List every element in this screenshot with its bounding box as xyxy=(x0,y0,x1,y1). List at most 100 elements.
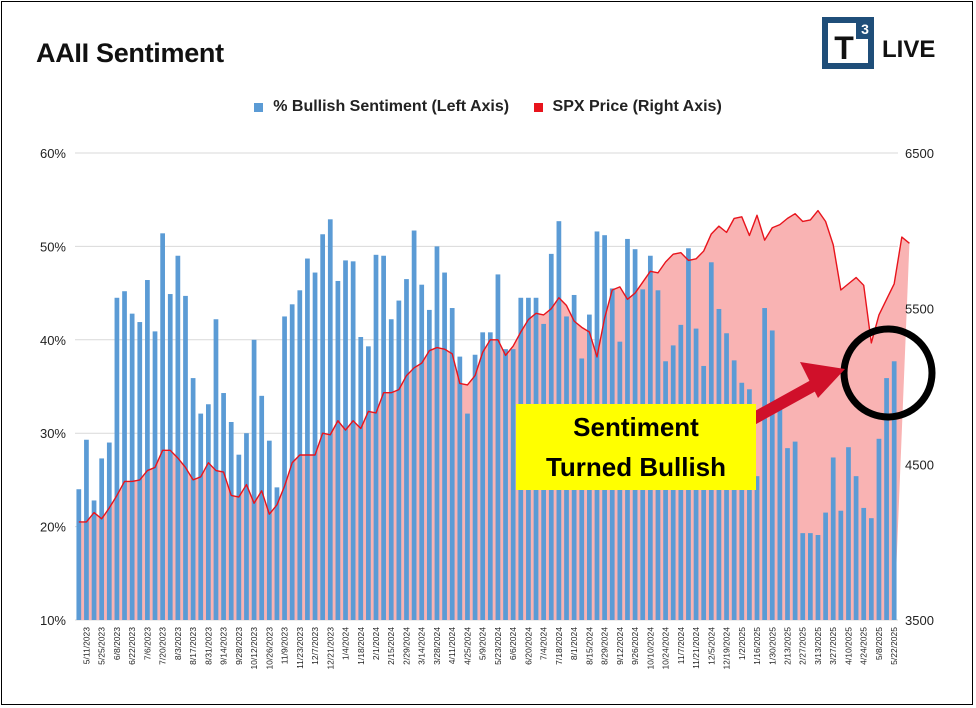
x-axis-tick: 9/14/2023 xyxy=(219,627,229,665)
x-axis-tick: 10/26/2023 xyxy=(264,627,274,670)
bullish-bar xyxy=(76,489,82,620)
bullish-bar xyxy=(510,349,516,620)
left-axis-tick: 60% xyxy=(40,146,66,161)
bullish-bar xyxy=(769,330,775,620)
bullish-bar xyxy=(480,332,486,620)
x-axis-tick: 4/10/2025 xyxy=(843,627,853,665)
x-axis-tick: 8/29/2024 xyxy=(600,627,610,665)
bullish-bar xyxy=(457,356,463,620)
x-axis-tick: 8/3/2023 xyxy=(173,627,183,660)
bullish-bar xyxy=(312,272,318,620)
bullish-bar xyxy=(205,404,211,620)
logo-corner xyxy=(856,17,874,39)
legend-swatch-bullish xyxy=(254,102,264,112)
x-axis-tick: 5/22/2025 xyxy=(889,627,899,665)
right-axis-labels: 3500 4500 5500 6500 xyxy=(905,146,934,628)
right-axis-tick: 6500 xyxy=(905,146,934,161)
bullish-bar xyxy=(891,361,897,620)
x-axis-tick: 6/6/2024 xyxy=(508,627,518,660)
x-axis-tick: 8/17/2023 xyxy=(188,627,198,665)
bullish-bar xyxy=(221,393,226,620)
x-axis-tick: 7/18/2024 xyxy=(554,627,564,665)
x-axis-tick: 1/18/2024 xyxy=(356,627,366,665)
bullish-bar xyxy=(731,360,737,620)
bullish-bar xyxy=(434,246,440,620)
bullish-bar xyxy=(396,300,402,620)
right-axis-tick: 5500 xyxy=(905,302,934,317)
bullish-bar xyxy=(129,313,135,620)
x-axis-tick: 2/13/2025 xyxy=(783,627,793,665)
x-axis-tick: 10/10/2024 xyxy=(645,627,655,670)
bullish-bar xyxy=(251,339,257,620)
bullish-bar xyxy=(190,378,196,620)
bullish-bar xyxy=(701,365,707,620)
bullish-bar xyxy=(343,260,348,620)
x-axis-tick: 5/8/2025 xyxy=(874,627,884,660)
bullish-bar xyxy=(487,332,493,620)
bullish-bar xyxy=(373,254,379,620)
legend-swatch-spx xyxy=(533,102,543,112)
x-axis-tick: 12/19/2024 xyxy=(722,627,732,670)
x-axis-tick: 5/9/2024 xyxy=(478,627,488,660)
spx-area-layer xyxy=(78,210,910,620)
x-axis-tick: 11/21/2024 xyxy=(691,627,701,669)
bullish-bar xyxy=(762,308,767,620)
bullish-bar xyxy=(175,255,181,621)
bullish-bar xyxy=(167,294,173,620)
x-axis-tick: 3/13/2025 xyxy=(813,627,823,665)
t3-live-logo: 3 T LIVE xyxy=(822,17,935,69)
bullish-bar xyxy=(426,309,432,620)
bullish-bar xyxy=(259,395,265,620)
x-axis-tick: 4/24/2025 xyxy=(859,627,869,665)
x-axis-tick: 6/20/2024 xyxy=(523,627,533,665)
bullish-bar xyxy=(160,233,165,620)
x-axis-tick: 8/15/2024 xyxy=(584,627,594,665)
bullish-bar xyxy=(861,507,867,620)
legend-item-spx: SPX Price (Right Axis) xyxy=(533,98,722,116)
x-axis-tick: 5/25/2023 xyxy=(97,627,107,665)
legend-label-bullish: % Bullish Sentiment (Left Axis) xyxy=(273,98,510,115)
bullish-bar xyxy=(739,382,745,620)
left-axis-labels: 10% 20% 30% 40% 50% 60% xyxy=(40,146,66,628)
left-axis-tick: 40% xyxy=(40,333,66,348)
logo-text: LIVE xyxy=(882,36,935,63)
chart-legend: % Bullish Sentiment (Left Axis) SPX Pric… xyxy=(0,98,976,117)
x-axis-tick: 7/4/2024 xyxy=(539,627,549,660)
bullish-bar xyxy=(853,476,859,620)
bullish-bar xyxy=(358,337,364,620)
x-axis-tick: 7/6/2023 xyxy=(142,627,152,660)
callout-line-1: Sentiment xyxy=(573,412,699,442)
x-axis-tick: 9/26/2024 xyxy=(630,627,640,665)
bullish-bar xyxy=(84,439,89,620)
sentiment-callout: Sentiment Turned Bullish xyxy=(516,404,756,490)
bullish-bar xyxy=(503,349,508,620)
bullish-bar xyxy=(106,442,112,620)
x-axis-tick: 4/11/2024 xyxy=(447,627,457,664)
bullish-bar xyxy=(876,438,882,620)
x-axis-tick: 2/15/2024 xyxy=(386,627,396,665)
x-axis-tick: 8/1/2024 xyxy=(569,627,579,660)
bullish-bar xyxy=(381,255,386,621)
bullish-bar xyxy=(274,487,280,620)
x-axis-tick: 11/9/2023 xyxy=(280,627,290,664)
bullish-bar xyxy=(884,378,889,620)
bullish-bar xyxy=(838,510,844,620)
x-axis-tick: 1/4/2024 xyxy=(341,627,351,660)
arrow-head xyxy=(800,362,845,398)
bullish-bar xyxy=(868,518,874,620)
page-title: AAII Sentiment xyxy=(36,38,224,68)
bullish-bar xyxy=(320,234,326,620)
x-axis-tick: 2/29/2024 xyxy=(401,627,411,665)
bullish-bar xyxy=(823,512,828,620)
spx-line xyxy=(78,209,910,523)
x-axis-tick: 11/7/2024 xyxy=(676,627,686,664)
bullish-bar xyxy=(754,476,760,620)
x-axis-tick: 12/5/2024 xyxy=(706,627,716,665)
bullish-bar xyxy=(830,457,836,620)
bullish-bar xyxy=(747,389,752,620)
x-axis-tick: 8/31/2023 xyxy=(203,627,213,665)
bullish-bar xyxy=(198,413,204,620)
left-axis-tick: 30% xyxy=(40,426,66,441)
